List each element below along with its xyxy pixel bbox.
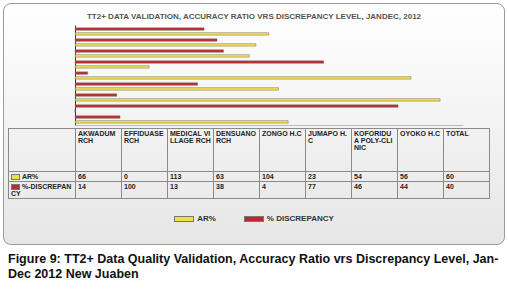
html-text:AR%: AR% [197, 214, 216, 223]
html-text:JUMAPO H.C: JUMAPO H.C [308, 130, 347, 144]
html-text:63: 63 [216, 173, 224, 180]
html-text:AKWADUM RCH: AKWADUM RCH [78, 130, 116, 144]
html-text:KOFORIDUA POLY-CLINIC: KOFORIDUA POLY-CLINIC [354, 130, 393, 151]
html-text:13: 13 [170, 183, 178, 191]
html-text:0: 0 [124, 173, 128, 180]
html-text:40: 40 [446, 183, 454, 191]
html-text:56: 56 [400, 173, 408, 180]
html-text:%-DISCREPANCY: %-DISCREPANCY [11, 183, 72, 198]
html-text:54: 54 [354, 173, 362, 180]
html-text:44: 44 [400, 183, 408, 191]
html-text:46: 46 [354, 183, 362, 191]
html-text:60: 60 [446, 173, 454, 180]
html-text:23: 23 [308, 173, 316, 180]
html-text:EFFIDUASE RCH: EFFIDUASE RCH [124, 130, 164, 144]
html-text:38: 38 [216, 183, 224, 191]
svg-text:TT2+ DATA VALIDATION, ACCURACY: TT2+ DATA VALIDATION, ACCURACY RATIO VRS… [87, 12, 422, 21]
html-text:113: 113 [170, 173, 182, 180]
html-text:14: 14 [78, 183, 86, 191]
html-text:ZONGO H.C: ZONGO H.C [262, 130, 302, 137]
html-text:77: 77 [308, 183, 316, 191]
html-text:MEDICAL VILLAGE RCH: MEDICAL VILLAGE RCH [170, 130, 211, 144]
html-text:TOTAL: TOTAL [446, 130, 469, 137]
html-text:% DISCREPANCY: % DISCREPANCY [266, 214, 334, 223]
html-text:100: 100 [124, 183, 136, 191]
html-text:AR%: AR% [22, 173, 39, 180]
html-text:104: 104 [262, 173, 274, 180]
html-text:4: 4 [262, 183, 266, 191]
html-text:66: 66 [78, 173, 86, 180]
html-text:DENSUANO RCH: DENSUANO RCH [216, 130, 257, 144]
html-text:OYOKO H.C: OYOKO H.C [400, 130, 441, 137]
html-text:Figure 9: TT2+ Data Quality Va: Figure 9: TT2+ Data Quality Validation, … [8, 252, 499, 281]
